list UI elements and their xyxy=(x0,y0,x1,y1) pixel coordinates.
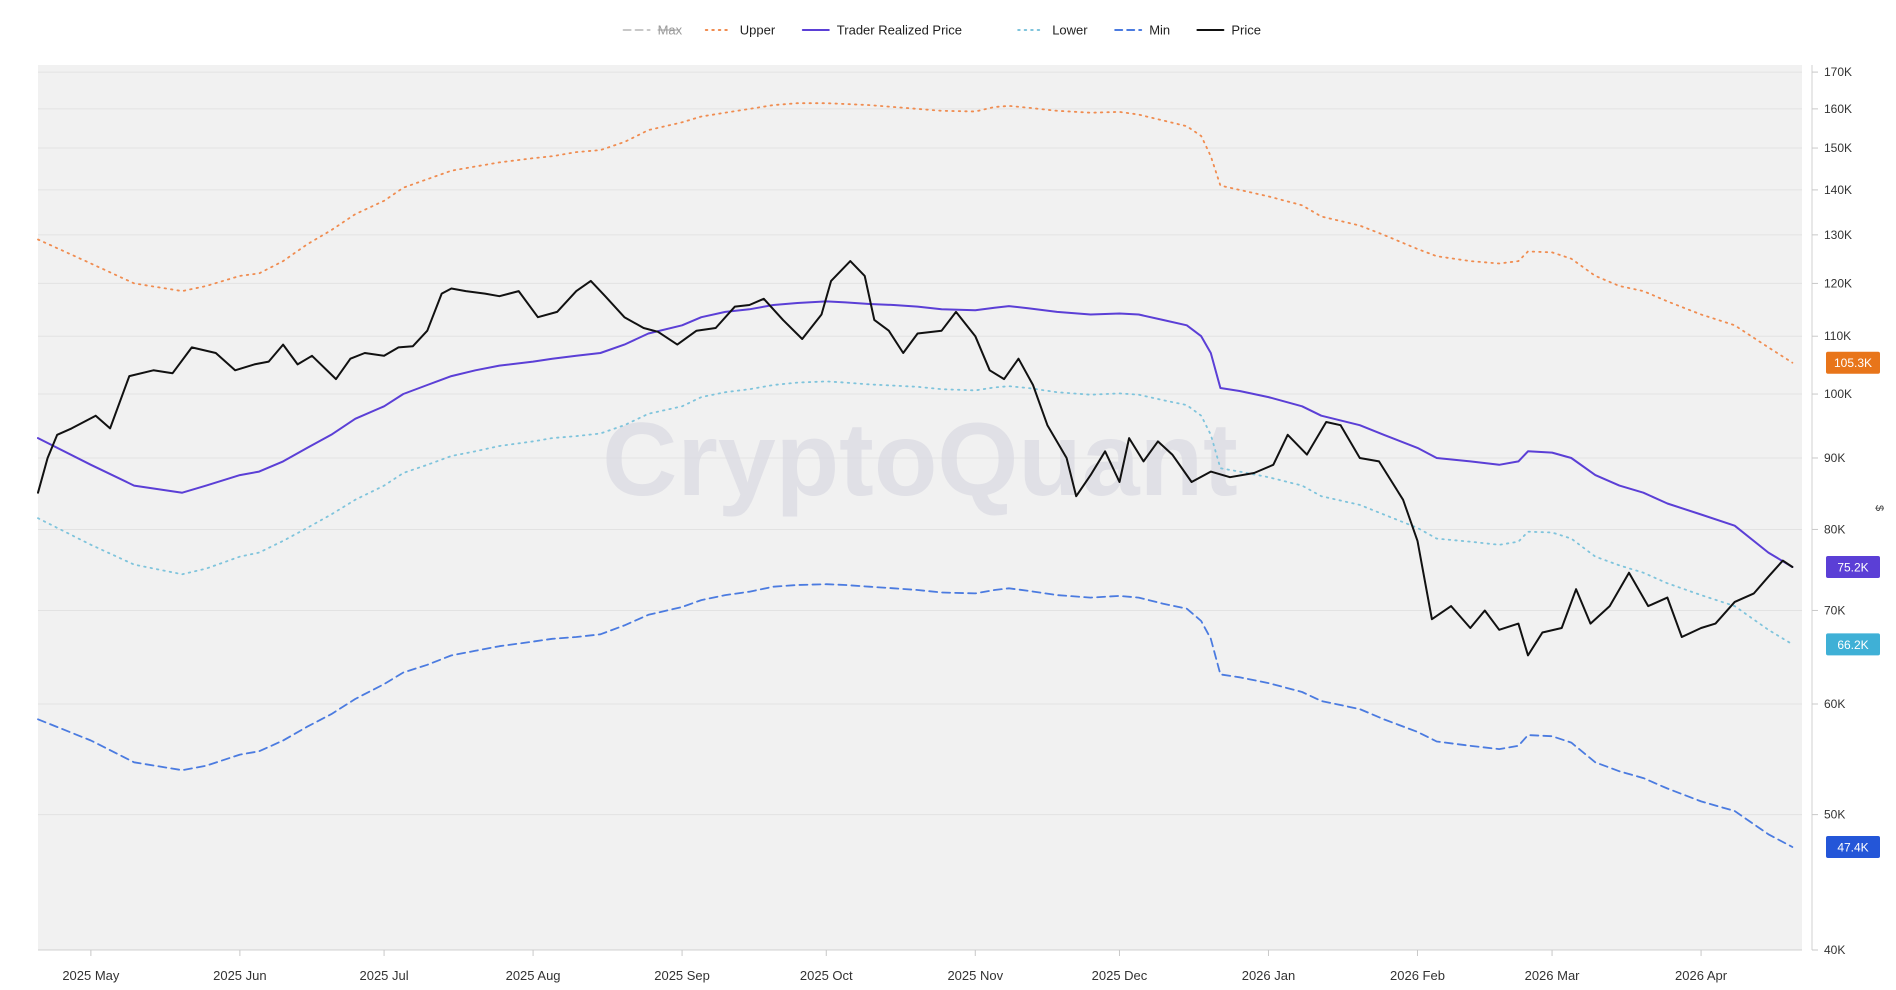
y-tick-label-160k: 160K xyxy=(1824,102,1852,116)
last-value-badges: 105.3K 75.2K 66.2K 47.4K xyxy=(1826,351,1880,859)
legend-label-price: Price xyxy=(1231,23,1261,38)
x-tick-label-2025-sep: 2025 Sep xyxy=(654,968,710,983)
y-tick-label-150k: 150K xyxy=(1824,141,1852,155)
badge-value-label: 105.3K xyxy=(1834,356,1872,370)
legend-label-upper: Upper xyxy=(740,23,776,38)
y-tick-label-170k: 170K xyxy=(1824,65,1852,79)
y-tick-label-50k: 50K xyxy=(1824,808,1845,822)
badge-background xyxy=(1826,836,1880,859)
x-tick-label-2026-mar: 2026 Mar xyxy=(1525,968,1581,983)
watermark: CryptoQuant xyxy=(602,402,1238,518)
series-line-lower xyxy=(37,380,1794,646)
x-tick-label-2025-jul: 2025 Jul xyxy=(359,968,408,983)
series-layer xyxy=(37,102,1794,848)
legend-item-lower[interactable]: Lower xyxy=(1017,23,1088,38)
badge-background xyxy=(1826,633,1880,656)
x-axis-ticks: 2025 May 2025 Jun 2025 Jul 2025 Aug 2025 Sep… xyxy=(62,950,1728,983)
legend-label-lower: Lower xyxy=(1052,23,1088,38)
legend-label-min: Min xyxy=(1149,23,1170,38)
y-tick-label-70k: 70K xyxy=(1824,603,1845,617)
x-tick-label-2025-nov: 2025 Nov xyxy=(947,968,1003,983)
y-tick-label-100k: 100K xyxy=(1824,387,1852,401)
last-value-badge-lower: 66.2K xyxy=(1826,633,1880,656)
legend-item-upper[interactable]: Upper xyxy=(704,23,776,38)
legend-item-max[interactable]: Max xyxy=(622,23,683,38)
y-tick-label-130k: 130K xyxy=(1824,228,1852,242)
badge-background xyxy=(1826,555,1880,578)
x-tick-label-2026-apr: 2026 Apr xyxy=(1675,968,1728,983)
x-tick-label-2026-jan: 2026 Jan xyxy=(1242,968,1296,983)
x-tick-label-2025-dec: 2025 Dec xyxy=(1092,968,1148,983)
y-tick-label-90k: 90K xyxy=(1824,451,1845,465)
series-line-trader-realized-price xyxy=(37,300,1794,568)
x-tick-label-2026-feb: 2026 Feb xyxy=(1390,968,1445,983)
y-tick-label-40k: 40K xyxy=(1824,943,1845,957)
legend-item-price[interactable]: Price xyxy=(1196,23,1261,38)
y-axis-ticks: 40K 50K 60K 70K 80K 90K 100K 110K 120K 130K 140K 15… xyxy=(1812,65,1852,957)
badge-value-label: 66.2K xyxy=(1837,638,1868,652)
plot-area xyxy=(38,65,1802,950)
legend-item-trader-realized-price[interactable]: Trader Realized Price xyxy=(801,23,962,38)
badge-value-label: 47.4K xyxy=(1837,841,1868,855)
last-value-badge-min: 47.4K xyxy=(1826,836,1880,859)
series-line-upper xyxy=(37,102,1794,364)
y-tick-label-60k: 60K xyxy=(1824,697,1845,711)
last-value-badge-upper: 105.3K xyxy=(1826,351,1880,374)
y-tick-label-80k: 80K xyxy=(1824,522,1845,536)
x-tick-label-2025-may: 2025 May xyxy=(62,968,120,983)
series-line-price xyxy=(37,260,1794,657)
badge-background xyxy=(1826,351,1880,374)
y-tick-label-120k: 120K xyxy=(1824,276,1852,290)
legend-label-trader-realized-price: Trader Realized Price xyxy=(837,23,962,38)
series-line-min xyxy=(37,583,1794,848)
y-axis-unit-label: $ xyxy=(1873,505,1885,511)
x-tick-label-2025-oct: 2025 Oct xyxy=(800,968,853,983)
x-tick-label-2025-jun: 2025 Jun xyxy=(213,968,267,983)
legend: Max Upper Trader Realized Price Lower Min Pri… xyxy=(622,23,1261,38)
x-tick-label-2025-aug: 2025 Aug xyxy=(506,968,561,983)
legend-item-min[interactable]: Min xyxy=(1114,23,1170,38)
y-tick-label-140k: 140K xyxy=(1824,183,1852,197)
last-value-badge-trp: 75.2K xyxy=(1826,555,1880,578)
badge-value-label: 75.2K xyxy=(1837,560,1868,574)
y-tick-label-110k: 110K xyxy=(1824,329,1851,343)
